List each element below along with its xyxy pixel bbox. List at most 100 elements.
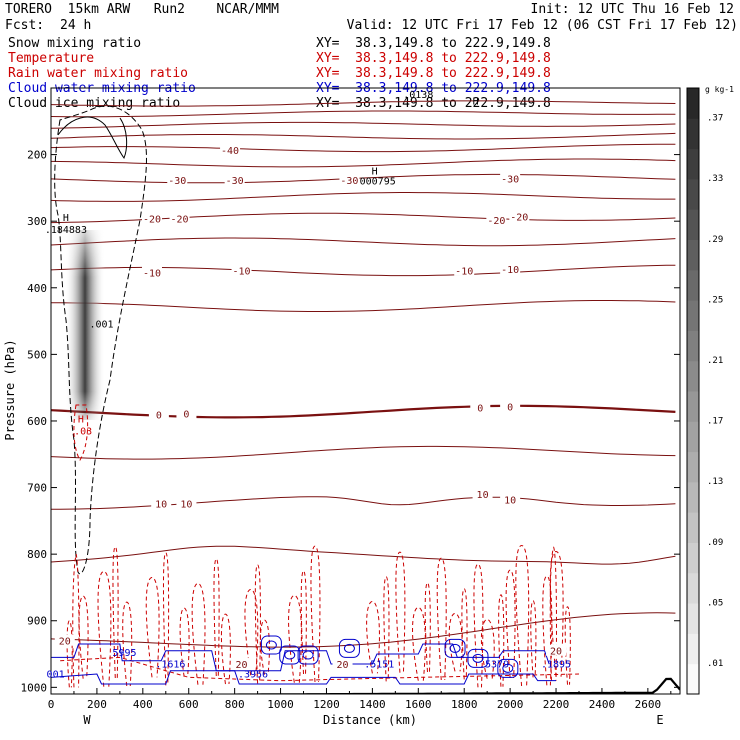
isotherm-label: 10 bbox=[504, 496, 516, 507]
isotherm-label: -10 bbox=[143, 268, 161, 279]
rain-contour bbox=[366, 600, 380, 674]
isotherm-label-bg bbox=[500, 263, 521, 275]
colorbar-swatch bbox=[687, 118, 699, 150]
cloud-water-cell bbox=[444, 638, 466, 658]
isotherm-line bbox=[51, 404, 676, 419]
cloud-water-cell-inner bbox=[502, 663, 514, 673]
isotherm-label: 0 bbox=[477, 404, 483, 415]
rain-contour bbox=[515, 544, 530, 687]
isotherm-label: 0 bbox=[507, 402, 513, 413]
rain-contour bbox=[72, 554, 80, 688]
cloud-water-cell bbox=[297, 645, 319, 665]
contour-annotation: .0138 bbox=[403, 90, 433, 101]
colorbar-swatch bbox=[687, 542, 699, 574]
field-name-temperature: Temperature bbox=[8, 51, 95, 66]
isotherm-line bbox=[51, 132, 676, 140]
rain-contour-base bbox=[60, 656, 580, 682]
colorbar-tick-label: .37 bbox=[707, 114, 723, 124]
isotherm-label: -20 bbox=[143, 215, 161, 226]
snow-contour bbox=[57, 116, 128, 160]
x-tick-label: 1600 bbox=[405, 698, 432, 711]
isotherm-label: -30 bbox=[501, 175, 519, 186]
colorbar-tick-label: .13 bbox=[707, 477, 723, 487]
colorbar-swatch bbox=[687, 148, 699, 180]
colorbar-tick-label: .09 bbox=[707, 538, 723, 548]
cloud-water-cell-inner bbox=[302, 650, 314, 660]
y-tick-label: 700 bbox=[27, 482, 47, 495]
cloud-water-cell bbox=[467, 648, 489, 668]
east-label: E bbox=[656, 713, 663, 727]
isotherm-line bbox=[51, 143, 676, 153]
x-tick-label: 200 bbox=[87, 698, 107, 711]
rain-contour bbox=[530, 600, 537, 678]
colorbar-swatch bbox=[687, 421, 699, 453]
isotherm-label: -30 bbox=[168, 176, 186, 187]
rain-contours-lower bbox=[60, 544, 580, 688]
rain-contour bbox=[112, 546, 119, 679]
snow-plume bbox=[65, 230, 105, 420]
y-tick-label: 800 bbox=[27, 548, 47, 561]
y-tick-label: 400 bbox=[27, 282, 47, 295]
field-name-snow: Snow mixing ratio bbox=[8, 36, 142, 51]
cloud-water-contour bbox=[51, 670, 557, 685]
cloud-water-cell-inner bbox=[265, 640, 277, 650]
plot-area bbox=[51, 100, 680, 694]
isotherm-label-bg bbox=[231, 658, 252, 670]
title-left: TORERO 15km ARW Run2 NCAR/MMM bbox=[5, 2, 279, 17]
y-axis-title: Pressure (hPa) bbox=[3, 339, 17, 440]
colorbar-tick-label: .05 bbox=[707, 598, 723, 608]
colorbar-swatch bbox=[687, 512, 699, 543]
rain-contour bbox=[436, 557, 447, 681]
contour-annotation: H bbox=[78, 414, 84, 425]
rain-contour bbox=[162, 552, 170, 686]
isotherm-line bbox=[51, 173, 676, 184]
rain-contour bbox=[549, 546, 557, 681]
field-xy-cloud-ice: XY= 38.3,149.8 to 222.9,149.8 bbox=[316, 96, 551, 111]
rain-contour bbox=[220, 613, 231, 685]
isotherm-label-bg bbox=[54, 634, 75, 646]
isotherm-label-bg bbox=[500, 400, 521, 412]
colorbar: .01 .05 .09 .13 .17 .21 .25 .29 .33 .37 bbox=[686, 87, 723, 695]
isotherm-label: -10 bbox=[233, 266, 251, 277]
isotherm-label: -30 bbox=[340, 176, 358, 187]
isotherm-label: 20 bbox=[550, 647, 562, 658]
x-tick-label: 1200 bbox=[313, 698, 340, 711]
cloud-ice-contour bbox=[54, 105, 147, 575]
init-time: Init: 12 UTC Thu 16 Feb 12 bbox=[530, 2, 735, 17]
contour-annotation: .000795 bbox=[354, 177, 396, 188]
isotherm-label-bg bbox=[500, 493, 521, 505]
contour-annotation: H bbox=[473, 97, 479, 108]
isotherm-label: 0 bbox=[156, 410, 162, 421]
isotherm-label-bg bbox=[500, 172, 521, 184]
isotherm-label-bg bbox=[332, 658, 353, 670]
isotherm-label: -40 bbox=[221, 146, 239, 157]
contour-annotation: 001 bbox=[47, 669, 65, 680]
isotherm-line bbox=[51, 110, 676, 118]
y-tick-label: 300 bbox=[27, 215, 47, 228]
colorbar-swatch bbox=[687, 239, 699, 271]
annotations: H.000795H.184883.001H.030015995.1616.395… bbox=[45, 90, 571, 680]
rain-contour-upper bbox=[73, 404, 89, 461]
cloud-water-contours bbox=[51, 635, 557, 685]
colorbar-swatch bbox=[687, 330, 699, 362]
rain-contour bbox=[97, 570, 112, 687]
valid-time: Valid: 12 UTC Fri 17 Feb 12 (06 CST Fri … bbox=[346, 18, 738, 33]
isotherm-label: -10 bbox=[455, 266, 473, 277]
cloud-water-cell bbox=[338, 638, 360, 658]
isotherm-label-bg bbox=[509, 210, 530, 222]
field-name-cloud-ice: Cloud ice mixing ratio bbox=[8, 96, 181, 111]
x-tick-label: 800 bbox=[225, 698, 245, 711]
west-label: W bbox=[83, 713, 91, 727]
isotherm-label-bg bbox=[224, 173, 245, 185]
isotherm-line bbox=[51, 612, 676, 648]
rain-contour bbox=[412, 606, 426, 681]
isotherm-label-bg bbox=[472, 488, 493, 500]
isotherm-label-bg bbox=[176, 407, 197, 419]
rain-contour bbox=[191, 582, 206, 685]
x-tick-label: 2200 bbox=[543, 698, 570, 711]
contour-annotation: 5995 bbox=[112, 648, 136, 659]
x-tick-label: 400 bbox=[133, 698, 153, 711]
colorbar-tick-label: .01 bbox=[707, 659, 723, 669]
field-xy-snow: XY= 38.3,149.8 to 222.9,149.8 bbox=[316, 36, 551, 51]
